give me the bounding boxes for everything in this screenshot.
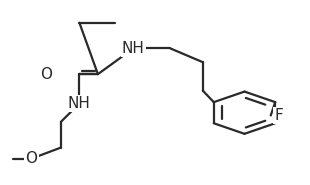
Text: O: O	[40, 67, 52, 82]
Text: NH: NH	[122, 41, 145, 56]
Text: F: F	[274, 108, 283, 123]
Text: NH: NH	[68, 96, 91, 111]
Text: O: O	[25, 151, 38, 166]
